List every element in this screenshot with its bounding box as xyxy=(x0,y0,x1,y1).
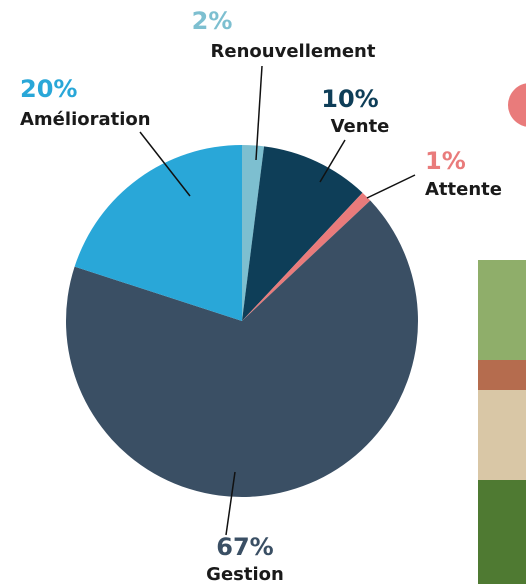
photo-wall xyxy=(478,390,526,480)
photo-roof xyxy=(478,360,526,390)
category-label: Amélioration xyxy=(20,109,151,130)
value-label: 2% xyxy=(192,7,233,35)
value-label: 20% xyxy=(20,75,77,103)
category-label: Vente xyxy=(331,116,390,137)
leader-line xyxy=(367,175,415,198)
value-label: 1% xyxy=(425,147,466,175)
chart: 2% Renouvellement 10% Vente 1% Attente 67% Gest… xyxy=(0,0,526,584)
photo-sky xyxy=(478,260,526,360)
photo-grass xyxy=(478,480,526,584)
value-label: 67% xyxy=(216,533,273,561)
category-label: Attente xyxy=(425,179,502,200)
decor-circle xyxy=(508,83,526,127)
value-label: 10% xyxy=(321,85,378,113)
category-label: Renouvellement xyxy=(211,41,376,62)
category-label: Gestion xyxy=(206,564,284,584)
